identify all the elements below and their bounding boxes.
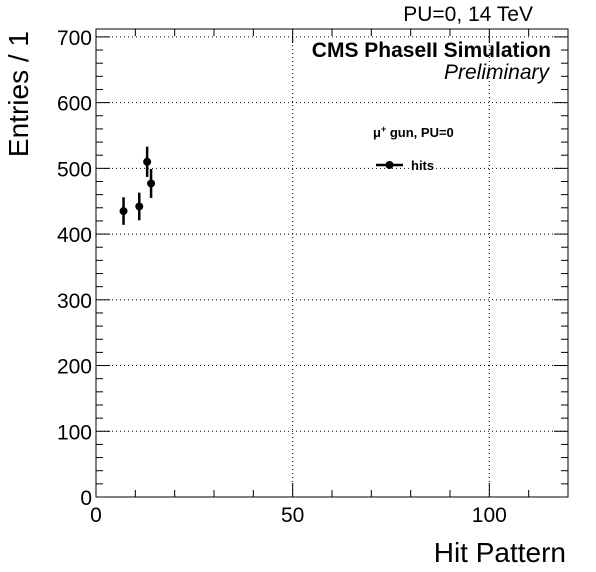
status-label: Preliminary bbox=[444, 61, 551, 84]
data-point bbox=[119, 207, 128, 216]
grid-lines bbox=[96, 29, 568, 497]
data-points bbox=[119, 146, 156, 225]
y-tick-label: 100 bbox=[57, 421, 92, 444]
y-tick-label: 500 bbox=[57, 158, 92, 181]
legend-header-mu: μ bbox=[373, 125, 381, 140]
energy-label: PU=0, 14 TeV bbox=[403, 3, 533, 26]
axis-ticks bbox=[95, 29, 569, 498]
x-tick-label: 100 bbox=[472, 504, 507, 527]
data-point bbox=[135, 202, 144, 211]
y-axis-title: Entries / 1 bbox=[3, 31, 34, 157]
legend-header: μ+ gun, PU=0 bbox=[373, 124, 454, 140]
y-tick-label: 700 bbox=[57, 27, 92, 50]
legend-header-suffix: gun, PU=0 bbox=[386, 125, 454, 140]
legend: μ+ gun, PU=0 hits bbox=[373, 124, 454, 173]
y-tick-label: 0 bbox=[80, 487, 92, 510]
tick-labels: 0 50 100 0 100 200 300 400 500 600 700 bbox=[57, 27, 507, 527]
legend-entry-label: hits bbox=[411, 158, 434, 173]
x-tick-label: 0 bbox=[90, 504, 102, 527]
y-tick-label: 300 bbox=[57, 290, 92, 313]
legend-marker bbox=[385, 161, 394, 169]
x-tick-label: 50 bbox=[281, 504, 304, 527]
y-tick-label: 600 bbox=[57, 93, 92, 116]
experiment-label: CMS PhaseII Simulation bbox=[312, 39, 551, 62]
x-axis-title: Hit Pattern bbox=[434, 537, 566, 568]
y-tick-label: 400 bbox=[57, 224, 92, 247]
y-tick-label: 200 bbox=[57, 356, 92, 379]
legend-header-sup: + bbox=[381, 124, 386, 134]
data-point bbox=[143, 157, 152, 166]
data-point bbox=[147, 179, 156, 188]
